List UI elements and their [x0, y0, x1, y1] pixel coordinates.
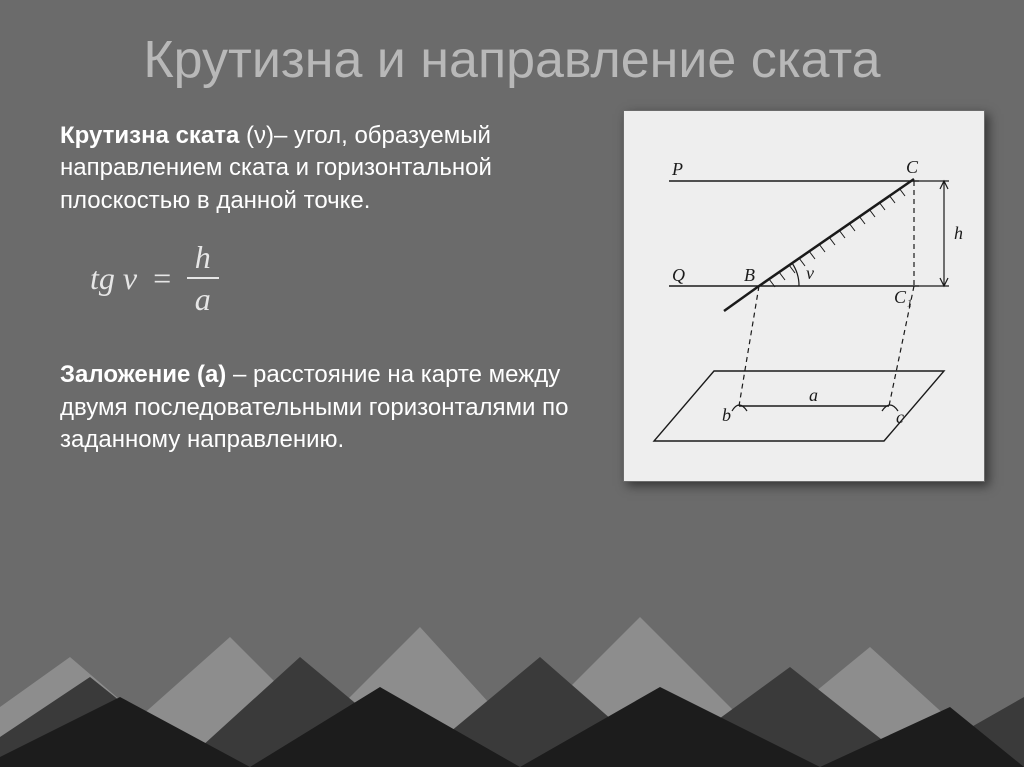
mountain-layer-dark: [0, 687, 1024, 767]
label-c: c: [896, 407, 904, 427]
label-C1: C₁: [894, 287, 912, 307]
diagram-column: P C Q B C₁ h a b c ν: [614, 110, 994, 482]
formula-eq: =: [151, 260, 173, 297]
hatching: [769, 188, 905, 287]
paragraph-definition-1: Крутизна ската (ν)– угол, образуемый нап…: [60, 120, 604, 217]
slide: Крутизна и направление ската Крутизна ск…: [0, 0, 1024, 767]
label-Q: Q: [672, 265, 685, 285]
text-column: Крутизна ската (ν)– угол, образуемый нап…: [60, 110, 614, 480]
paragraph-definition-2: Заложение (а) – расстояние на карте межд…: [60, 359, 604, 456]
h-bracket: [919, 181, 949, 286]
slope-line: [759, 179, 914, 286]
label-P: P: [671, 159, 683, 179]
mountain-layer-light: [0, 617, 1024, 767]
mountain-svg: [0, 587, 1024, 767]
slope-diagram-svg: P C Q B C₁ h a b c ν: [624, 111, 984, 481]
labels: P C Q B C₁ h a b c ν: [671, 157, 963, 427]
term-2: Заложение (а): [60, 361, 226, 388]
diagram-box: P C Q B C₁ h a b c ν: [623, 110, 985, 482]
mountain-silhouette: [0, 587, 1024, 767]
slide-title: Крутизна и направление ската: [0, 0, 1024, 90]
label-nu: ν: [806, 263, 814, 283]
formula: tg ν = h a: [90, 241, 604, 315]
label-b: b: [722, 405, 731, 425]
dashed-B-b: [739, 286, 759, 406]
formula-denominator: a: [187, 279, 219, 315]
content-columns: Крутизна ската (ν)– угол, образуемый нап…: [0, 90, 1024, 482]
slope-line-ext: [724, 286, 759, 311]
label-h: h: [954, 223, 963, 243]
formula-numerator: h: [187, 241, 219, 279]
formula-fraction: h a: [187, 241, 219, 315]
mountain-layer-mid: [0, 657, 1024, 767]
formula-lhs: tg ν: [90, 260, 137, 297]
label-a: a: [809, 385, 818, 405]
angle-arc: [792, 263, 799, 286]
term-1: Крутизна ската: [60, 122, 239, 149]
label-C: C: [906, 157, 919, 177]
label-B: B: [744, 265, 755, 285]
